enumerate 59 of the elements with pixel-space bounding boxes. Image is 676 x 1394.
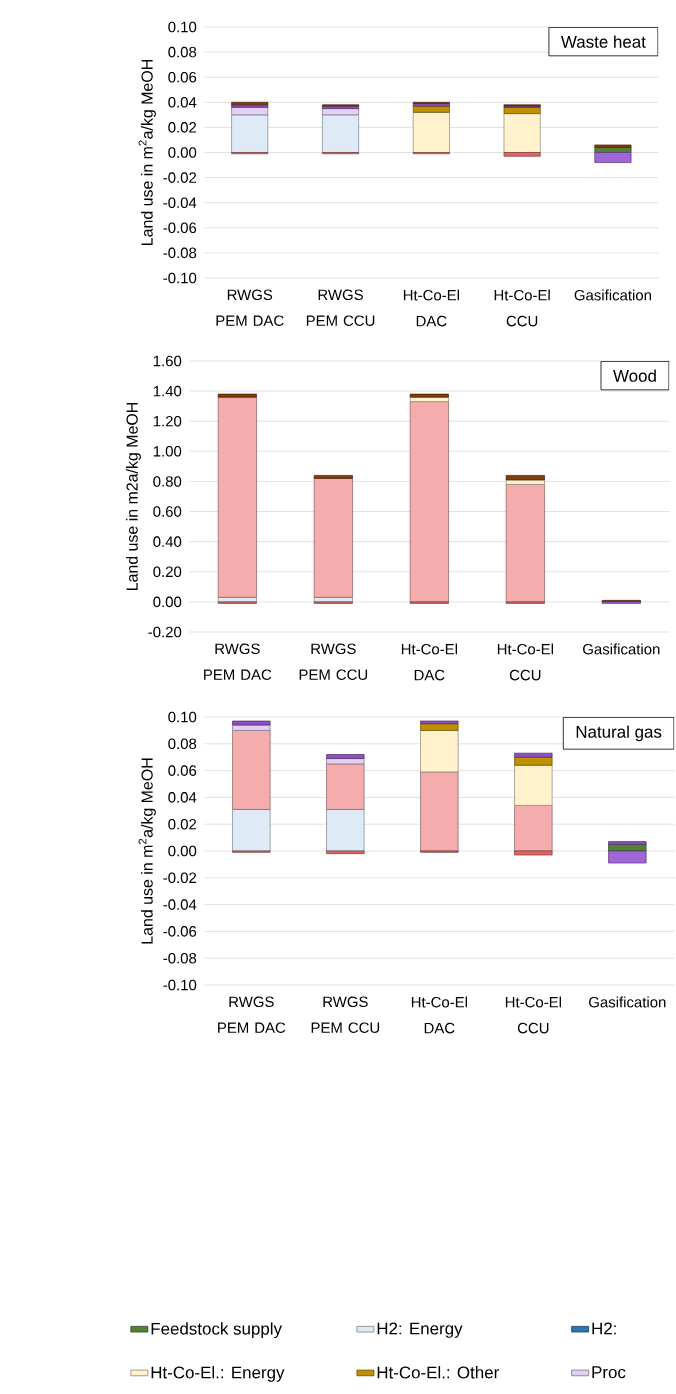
x-tick-label: Ht-Co-El CCU: [494, 289, 550, 327]
x-tick-label: RWGS PEM DAC: [216, 289, 284, 326]
x-tick-label: Ht-Co-El DAC: [401, 643, 457, 681]
x-tick-label: Gasification: [582, 643, 660, 655]
x-tick-label: Ht-Co-El CCU: [497, 643, 553, 681]
y-tick-label: 0.06: [168, 765, 197, 776]
y-tick-label: 1.00: [153, 446, 182, 457]
y-tick-label: 0.00: [168, 845, 197, 857]
y-tick-label: -0.04: [163, 197, 197, 208]
legend-label: Ht-Co-El.: Other: [377, 1366, 499, 1379]
y-tick-label: 1.20: [153, 415, 182, 427]
y-tick-label: 0.08: [168, 46, 197, 58]
legend-label: Ht-Co-El.: Energy: [151, 1366, 285, 1382]
x-tick-label: Ht-Co-El DAC: [403, 289, 459, 327]
y-tick-label: 0.00: [168, 147, 197, 158]
legend-label: H2:: [592, 1322, 616, 1335]
y-axis-title: Land use in m2a/kg MeOH: [125, 403, 141, 590]
y-tick-label: 0.06: [168, 71, 197, 83]
y-tick-label: -0.08: [163, 952, 197, 964]
y-tick-label: 0.02: [168, 122, 196, 133]
y-tick-label: -0.06: [163, 222, 197, 234]
y-axis-title: Land use in m$^{2}$a/kg MeOH: [138, 60, 156, 245]
x-tick-label: Gasification: [574, 289, 651, 301]
chart-title: Natural gas: [576, 725, 662, 742]
x-tick-label: Ht-Co-El CCU: [505, 996, 561, 1034]
y-tick-label: -0.10: [163, 272, 197, 284]
chart-title: Wood: [612, 369, 656, 382]
y-tick-label: 1.60: [153, 355, 182, 367]
y-tick-label: 0.02: [168, 818, 196, 830]
y-tick-label: 0.80: [153, 476, 182, 487]
chart-title: Waste heat: [560, 35, 646, 48]
legend-label: Proc: [592, 1366, 626, 1379]
y-tick-label: -0.08: [163, 247, 197, 259]
y-tick-label: 0.04: [168, 97, 197, 108]
y-tick-label: -0.20: [148, 626, 182, 638]
y-tick-label: -0.02: [163, 872, 196, 884]
y-tick-label: 0.04: [168, 792, 197, 803]
y-tick-label: 0.10: [168, 711, 197, 723]
x-tick-label: RWGS PEM DAC: [217, 996, 286, 1033]
y-tick-label: 0.10: [168, 21, 197, 33]
x-tick-label: Ht-Co-El DAC: [411, 996, 467, 1034]
y-tick-label: 0.60: [153, 506, 182, 517]
y-tick-label: 0.40: [153, 536, 182, 547]
y-axis-title: Land use in m$^{2}$a/kg MeOH: [138, 758, 156, 944]
x-tick-label: RWGS PEM CCU: [311, 996, 379, 1033]
y-tick-label: -0.02: [163, 172, 196, 183]
y-tick-label: -0.04: [163, 899, 197, 910]
y-tick-label: 1.40: [153, 385, 182, 397]
x-tick-label: RWGS PEM CCU: [299, 643, 367, 680]
y-tick-label: 0.20: [153, 566, 182, 578]
y-tick-label: -0.06: [163, 926, 197, 937]
x-tick-label: RWGS PEM CCU: [306, 289, 375, 326]
y-tick-label: 0.00: [153, 596, 182, 608]
legend-label: Feedstock supply: [151, 1322, 282, 1339]
x-tick-label: RWGS PEM DAC: [203, 643, 272, 680]
x-tick-label: Gasification: [588, 996, 666, 1008]
y-tick-label: 0.08: [168, 738, 197, 750]
legend-label: H2: Energy: [377, 1322, 463, 1338]
y-tick-label: -0.10: [163, 979, 197, 991]
